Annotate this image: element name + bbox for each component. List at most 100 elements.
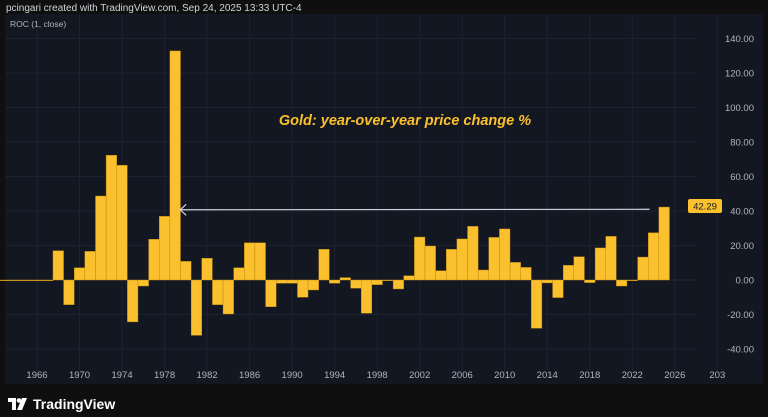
bar-2004 [435, 270, 447, 281]
bar-1974 [116, 165, 128, 281]
bar-2019 [594, 247, 606, 281]
tradingview-logo: TradingView [8, 396, 115, 412]
bar-1995 [339, 277, 351, 281]
x-tick-label: 1990 [282, 370, 303, 381]
bar-1982 [201, 258, 213, 281]
bar-2010 [499, 228, 511, 281]
bar-1987 [254, 242, 266, 281]
bar-1989 [275, 279, 287, 284]
bar-2024 [648, 232, 660, 281]
chart-credit: pcingari created with TradingView.com, S… [6, 3, 302, 14]
tradingview-logo-icon [8, 398, 27, 410]
bar-1996 [350, 279, 362, 289]
bar-2025 [658, 206, 670, 281]
x-tick-label: 2010 [494, 370, 515, 381]
bar-1981 [190, 279, 202, 336]
y-tick-label: 140.00 [725, 34, 754, 45]
bar-1980 [180, 261, 192, 281]
bar-1964 [10, 279, 22, 282]
x-tick-label: 1998 [367, 370, 388, 381]
bar-2007 [467, 226, 479, 281]
x-tick-label: 2006 [452, 370, 473, 381]
x-tick-label: 1966 [26, 370, 47, 381]
bar-1992 [307, 279, 319, 291]
bar-2009 [488, 237, 500, 281]
bar-1963 [0, 279, 11, 282]
bar-2006 [456, 238, 468, 281]
bar-2003 [424, 245, 436, 281]
x-tick-label: 2014 [537, 370, 558, 381]
chart-pane[interactable] [5, 14, 763, 384]
arrow-line [179, 208, 650, 211]
bar-1973 [105, 155, 117, 281]
x-tick-label: 1978 [154, 370, 175, 381]
y-tick-label: 120.00 [725, 69, 754, 80]
y-tick-label: 40.00 [730, 207, 754, 218]
bar-1985 [233, 267, 245, 281]
bar-1976 [137, 279, 149, 287]
brand-name: TradingView [33, 396, 116, 412]
bar-2021 [616, 279, 628, 287]
bar-2012 [520, 267, 532, 281]
x-tick-label: 2022 [622, 370, 643, 381]
bar-2008 [477, 269, 489, 281]
bar-1967 [42, 279, 54, 282]
bar-2000 [392, 279, 404, 290]
x-tick-label: 1986 [239, 370, 260, 381]
x-tick-label: 1970 [69, 370, 90, 381]
y-tick-label: 20.00 [730, 241, 754, 252]
y-tick-label: 100.00 [725, 103, 754, 114]
bar-2015 [552, 279, 564, 298]
y-tick-label: 0.00 [736, 276, 755, 287]
y-tick-label: -40.00 [727, 345, 754, 356]
bar-2011 [509, 262, 521, 281]
y-tick-label: 80.00 [730, 138, 754, 149]
x-tick-label: 1982 [197, 370, 218, 381]
bar-2016 [563, 265, 575, 281]
x-tick-label: 2026 [664, 370, 685, 381]
bar-1990 [286, 279, 298, 284]
bar-2014 [541, 279, 553, 284]
last-value-label: 42.29 [693, 202, 717, 213]
bar-1988 [265, 279, 277, 307]
bar-1986 [244, 242, 256, 281]
bar-1993 [318, 249, 330, 281]
bar-2001 [403, 275, 415, 281]
x-tick-label: 2002 [409, 370, 430, 381]
bar-2013 [531, 279, 543, 329]
bar-1965 [20, 279, 32, 282]
bar-2005 [446, 249, 458, 281]
bar-1979 [169, 50, 181, 281]
bar-1966 [31, 279, 43, 282]
bar-2023 [637, 256, 649, 281]
indicator-label[interactable]: ROC (1, close) [10, 19, 67, 29]
bar-1999 [382, 279, 394, 282]
bar-1970 [74, 267, 86, 281]
x-tick-label: 203 [709, 370, 725, 381]
bar-1975 [127, 279, 139, 323]
bar-1984 [222, 279, 234, 315]
y-tick-label: -20.00 [727, 310, 754, 321]
bar-1969 [63, 279, 75, 305]
bar-1971 [84, 251, 96, 281]
arrow-head-icon [179, 203, 187, 216]
chart-title: Gold: year-over-year price change % [279, 113, 531, 129]
bar-2018 [584, 279, 596, 283]
bar-1978 [159, 216, 171, 281]
bar-1983 [212, 279, 224, 305]
y-tick-label: 60.00 [730, 172, 754, 183]
bar-2020 [605, 236, 617, 281]
bar-1998 [371, 279, 383, 285]
bar-1977 [148, 239, 160, 281]
bar-1997 [361, 279, 373, 314]
bar-2022 [626, 279, 638, 282]
bar-1972 [95, 195, 107, 281]
x-tick-label: 2018 [579, 370, 600, 381]
bar-1991 [297, 279, 309, 298]
bar-2017 [573, 256, 585, 281]
bar-1968 [52, 250, 64, 281]
last-value-badge [688, 199, 722, 214]
bar-1994 [329, 279, 341, 284]
x-tick-label: 1974 [111, 370, 132, 381]
